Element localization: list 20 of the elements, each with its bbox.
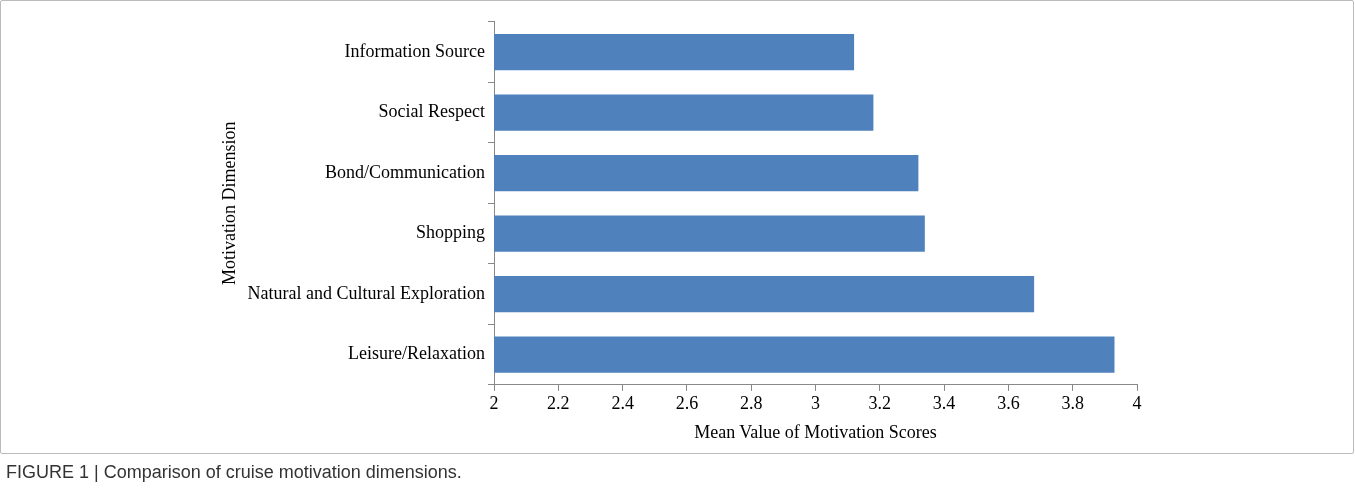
x-tick-label: 3.6 [997, 393, 1020, 414]
x-tick-label: 2.8 [739, 393, 763, 414]
y-tick-label: Social Respect [378, 101, 486, 122]
x-tick-label: 2 [489, 393, 499, 414]
x-tick-label: 2.2 [547, 393, 570, 414]
x-tick-label: 3.8 [1061, 393, 1084, 414]
y-tick-label: Leisure/Relaxation [348, 343, 486, 364]
x-tick-label: 2.4 [611, 393, 634, 414]
y-tick-label: Bond/Communication [325, 161, 486, 182]
x-tick-label: 3.2 [868, 393, 892, 414]
x-axis-title: Mean Value of Motivation Scores [694, 421, 937, 442]
x-tick-label: 3 [811, 393, 821, 414]
y-axis-title: Motivation Dimension [218, 121, 239, 286]
y-tick-label: Natural and Cultural Exploration [247, 282, 486, 303]
caption: FIGURE 1 | Comparison of cruise motivation dimensions. [6, 462, 462, 483]
y-tick-label: Information Source [344, 40, 486, 61]
y-tick-label: Shopping [416, 222, 486, 243]
x-tick-label: 3.4 [932, 393, 956, 414]
x-tick-label: 4 [1132, 393, 1142, 414]
x-tick-label: 2.6 [675, 393, 699, 414]
